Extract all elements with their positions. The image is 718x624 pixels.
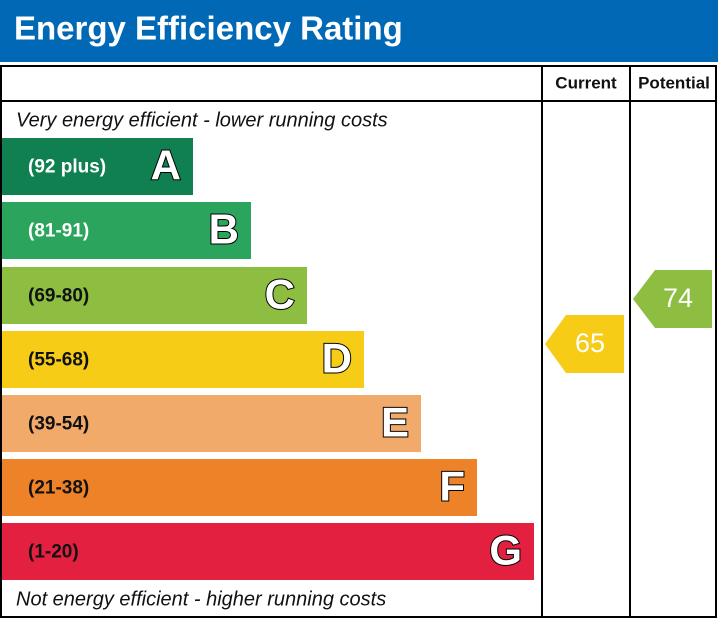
bottom-note: Not energy efficient - higher running co… — [16, 588, 386, 610]
band-range: (39-54) — [28, 414, 89, 435]
band-letter: C — [265, 271, 295, 318]
band-letter: A — [151, 142, 181, 189]
band-letter: D — [322, 335, 352, 382]
band-letter: G — [489, 527, 522, 574]
band-bar — [2, 202, 251, 259]
band-range: (21-38) — [28, 478, 89, 499]
header-bar — [0, 0, 718, 62]
current-rating: 65 — [575, 328, 605, 358]
band-bar — [2, 138, 193, 195]
band-letter: E — [381, 399, 409, 446]
band-bar — [2, 459, 477, 516]
title: Energy Efficiency Rating — [14, 10, 403, 47]
band-bar — [2, 267, 307, 324]
band-range: (81-91) — [28, 221, 89, 242]
potential-header: Potential — [638, 73, 710, 92]
current-arrow — [545, 315, 624, 373]
band-bar — [2, 331, 364, 388]
band-letter: B — [209, 206, 239, 253]
band-letter: F — [439, 463, 465, 510]
band-bar — [2, 523, 534, 580]
band-range: (92 plus) — [28, 157, 106, 178]
current-header: Current — [555, 73, 617, 92]
top-note: Very energy efficient - lower running co… — [16, 109, 388, 131]
table-border — [0, 65, 717, 618]
potential-arrow — [633, 270, 712, 328]
band-range: (1-20) — [28, 542, 79, 563]
band-bar — [2, 395, 421, 452]
band-range: (55-68) — [28, 350, 89, 371]
potential-rating: 74 — [663, 283, 693, 313]
band-range: (69-80) — [28, 286, 89, 307]
